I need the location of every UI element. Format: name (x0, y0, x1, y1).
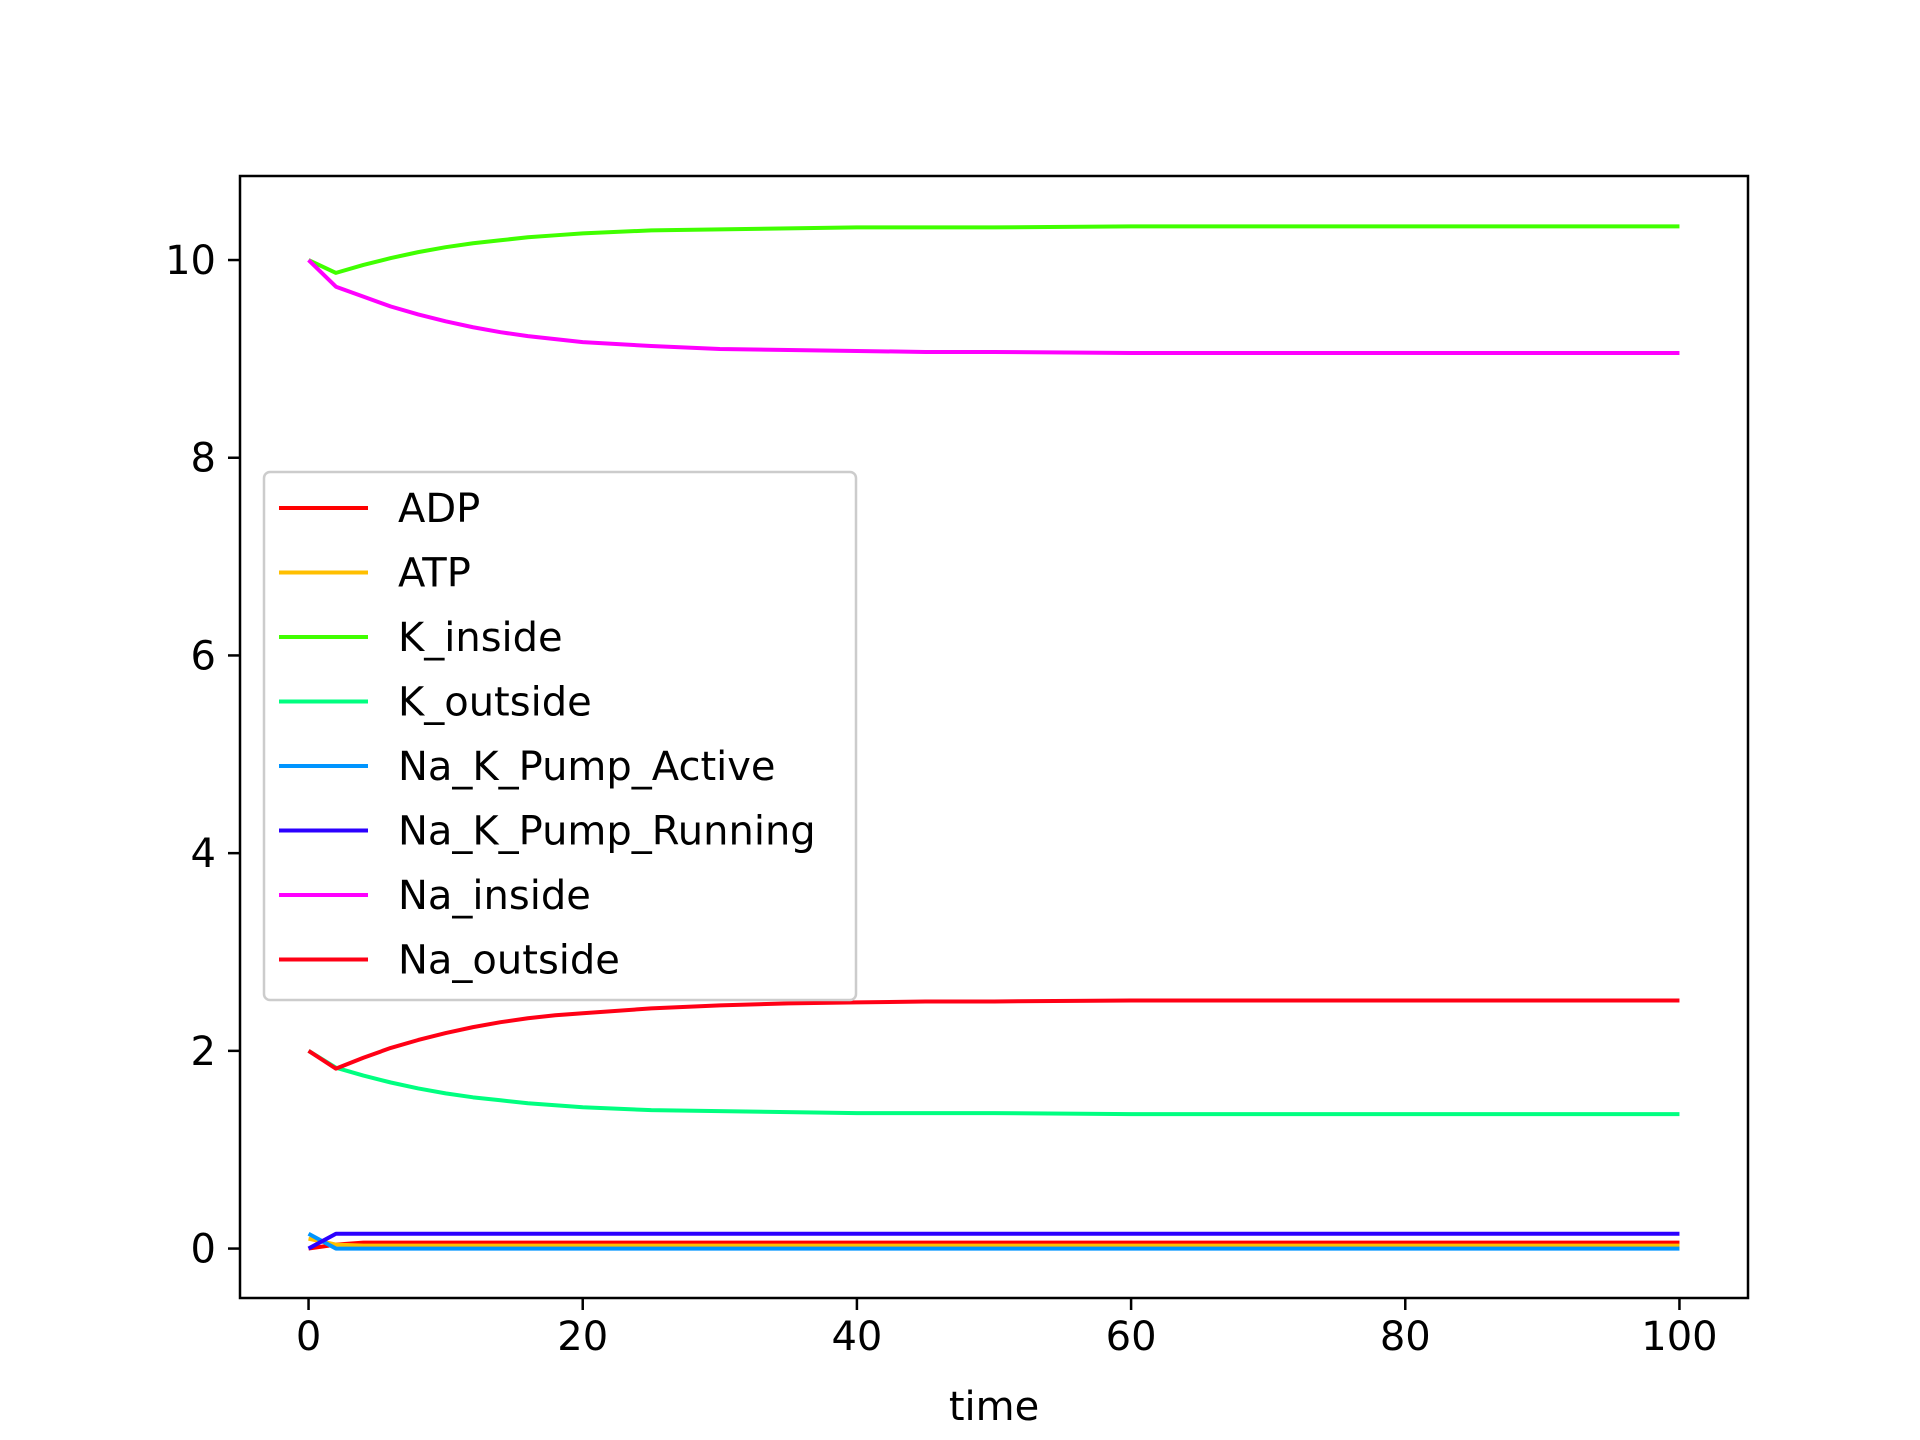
y-tick-label: 4 (191, 831, 216, 877)
legend: ADP ATP K_inside K_outside Na_K_Pump_Active N… (262, 470, 858, 1002)
x-axis-label: time (949, 1384, 1039, 1430)
series-line-adp (308, 1240, 1680, 1251)
legend-label: Na_outside (398, 938, 620, 984)
series-line-na-k-pump-active (307, 1231, 1680, 1251)
y-tick-label: 0 (191, 1227, 216, 1273)
x-tick-label: 0 (296, 1314, 321, 1360)
legend-label: Na_inside (398, 873, 591, 919)
x-tick-label: 20 (557, 1314, 608, 1360)
x-tick-label: 100 (1641, 1314, 1717, 1360)
y-tick-label: 6 (191, 633, 216, 679)
legend-label: ATP (398, 551, 471, 597)
x-tick-label: 80 (1380, 1314, 1431, 1360)
y-tick-label: 10 (165, 238, 216, 284)
plot-area-frame (238, 174, 1750, 1300)
legend-label: Na_K_Pump_Running (398, 809, 816, 855)
series-line-k-outside (307, 1049, 1680, 1117)
y-axis: 0 2 4 6 8 10 (165, 238, 240, 1273)
legend-label: K_inside (398, 615, 563, 661)
series-line-na-inside (307, 258, 1680, 355)
series-line-na-k-pump-running (307, 1231, 1680, 1251)
x-tick-label: 40 (831, 1314, 882, 1360)
series-line-na-outside (307, 998, 1680, 1071)
x-axis: 0 20 40 60 80 100 (296, 1298, 1718, 1360)
y-tick-label: 2 (191, 1029, 216, 1075)
series-layer (307, 224, 1680, 1251)
y-tick-label: 8 (191, 436, 216, 482)
legend-box (262, 470, 858, 1002)
legend-label: K_outside (398, 680, 592, 726)
legend-label: Na_K_Pump_Active (398, 744, 776, 790)
legend-label: ADP (398, 486, 480, 532)
x-tick-label: 60 (1106, 1314, 1157, 1360)
series-line-k-inside (307, 224, 1680, 275)
series-line-atp (308, 1236, 1680, 1248)
